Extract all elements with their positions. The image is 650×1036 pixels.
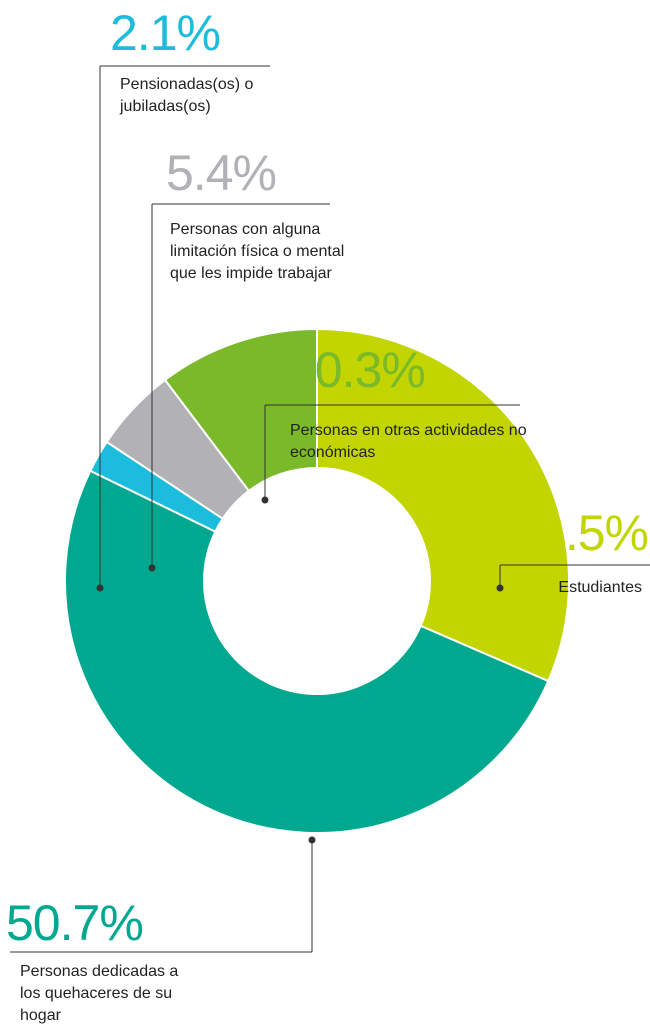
category-label: Estudiantes <box>558 579 642 596</box>
category-label: Personas dedicadas a los quehaceres de s… <box>20 963 179 1024</box>
donut-segment <box>64 469 550 834</box>
leader-dot <box>96 584 104 592</box>
category-label: Pensionadas(os) o jubiladas(os) <box>120 76 254 115</box>
category-label: Personas en otras actividades no económi… <box>290 422 527 461</box>
value-label: 5.4% <box>166 145 277 201</box>
value-label: 50.7% <box>6 895 144 951</box>
value-label: 2.1% <box>110 5 221 61</box>
leader-dot <box>261 496 269 504</box>
donut-segment <box>316 327 570 683</box>
leader-dot <box>308 836 316 844</box>
value-label: 31.5% <box>511 505 649 561</box>
leader-dot <box>148 564 156 572</box>
value-label: 10.3% <box>288 342 426 398</box>
category-label: Personas con alguna limitación física o … <box>170 221 345 282</box>
leader-dot <box>496 584 504 592</box>
donut-segment <box>163 327 318 493</box>
